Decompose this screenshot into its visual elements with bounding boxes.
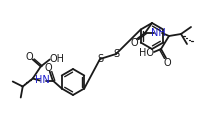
- Text: O: O: [45, 63, 53, 73]
- Text: HO: HO: [139, 48, 154, 58]
- Text: OH: OH: [49, 54, 64, 64]
- Text: NH: NH: [151, 28, 165, 38]
- Text: S: S: [97, 54, 103, 63]
- Text: O: O: [26, 52, 34, 62]
- Text: S: S: [113, 49, 119, 59]
- Text: HN: HN: [35, 75, 50, 85]
- Text: O: O: [130, 38, 138, 48]
- Text: O: O: [163, 58, 171, 67]
